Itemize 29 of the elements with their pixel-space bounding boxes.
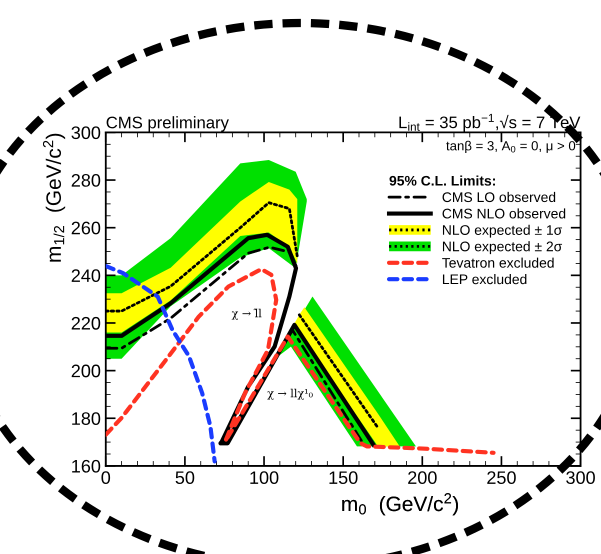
y-tick-label: 240 (72, 269, 100, 282)
legend-label: NLO expected ± 2σ (442, 241, 562, 254)
x-tick-label: 0 (101, 471, 110, 484)
legend-label: NLO expected ± 1σ (442, 224, 562, 238)
annotation: χ → l̃l (232, 308, 262, 320)
x-tick-label: 250 (487, 471, 516, 484)
y-tick-label: 160 (72, 460, 100, 473)
x-tick-label: 50 (176, 471, 194, 484)
legend-label: LEP excluded (442, 274, 526, 284)
y-tick-label: 280 (72, 174, 100, 187)
x-tick-label: 200 (408, 471, 437, 484)
y-tick-label: 220 (72, 316, 100, 330)
annotation: tanβ = 3, A$_{0}$ = 0, μ > 0 (446, 140, 576, 154)
annotation: χ → llχ¹₀ (267, 388, 313, 400)
x-tick-label: 150 (329, 471, 358, 484)
y-tick-label: 200 (72, 364, 100, 378)
x-axis-title: m$_{0}$ (GeV/c$^{2}$) (342, 493, 458, 516)
legend-title: 95% C.L. Limits: (390, 175, 495, 186)
y-tick-label: 180 (72, 412, 100, 425)
line-series (106, 264, 217, 464)
legend-label: Tevatron excluded (442, 258, 554, 268)
y-tick-label: 300 (71, 126, 100, 140)
x-tick-label: 300 (566, 471, 595, 484)
chart-title: CMS preliminary (106, 116, 229, 132)
x-tick-label: 100 (250, 471, 278, 484)
y-axis-title: m$_{1/2}$ (GeV/c$^{2}$) (42, 134, 66, 262)
y-tick-label: 260 (72, 222, 100, 234)
legend-label: CMS LO observed (442, 192, 556, 202)
legend-label: CMS NLO observed (442, 208, 566, 219)
